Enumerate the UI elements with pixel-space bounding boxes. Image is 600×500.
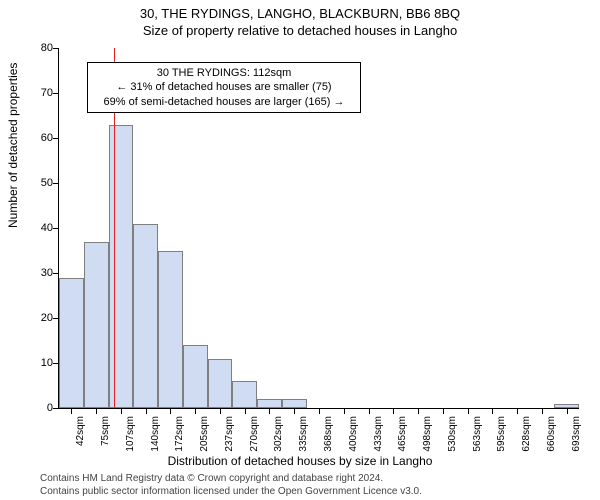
x-tick-label: 205sqm xyxy=(199,416,210,452)
x-tick xyxy=(245,408,246,414)
y-tick xyxy=(53,228,59,229)
chart-subtitle: Size of property relative to detached ho… xyxy=(0,21,600,38)
footer-line1: Contains HM Land Registry data © Crown c… xyxy=(40,473,600,486)
x-tick xyxy=(146,408,147,414)
x-tick-label: 433sqm xyxy=(373,416,384,452)
y-tick-label: 10 xyxy=(41,357,53,369)
x-tick-label: 107sqm xyxy=(125,416,136,452)
y-tick-label: 80 xyxy=(41,42,53,54)
x-tick-label: 693sqm xyxy=(571,416,582,452)
y-tick-label: 50 xyxy=(41,177,53,189)
x-tick xyxy=(269,408,270,414)
histogram-bar xyxy=(257,399,282,408)
y-tick xyxy=(53,93,59,94)
x-tick xyxy=(492,408,493,414)
histogram-bar xyxy=(133,224,158,409)
x-tick-label: 75sqm xyxy=(100,416,111,446)
x-tick-label: 400sqm xyxy=(348,416,359,452)
x-tick xyxy=(319,408,320,414)
histogram-bar xyxy=(232,381,257,408)
chart-title-address: 30, THE RYDINGS, LANGHO, BLACKBURN, BB6 … xyxy=(0,0,600,21)
x-tick-label: 172sqm xyxy=(174,416,185,452)
x-tick xyxy=(195,408,196,414)
x-tick-label: 270sqm xyxy=(249,416,260,452)
x-tick xyxy=(344,408,345,414)
y-tick-label: 40 xyxy=(41,222,53,234)
plot-region: 0102030405060708042sqm75sqm107sqm140sqm1… xyxy=(58,48,579,409)
y-tick-label: 60 xyxy=(41,132,53,144)
x-tick-label: 628sqm xyxy=(521,416,532,452)
x-tick xyxy=(369,408,370,414)
footer-line2: Contains public sector information licen… xyxy=(40,486,600,499)
chart-container: 30, THE RYDINGS, LANGHO, BLACKBURN, BB6 … xyxy=(0,0,600,500)
x-tick-label: 335sqm xyxy=(298,416,309,452)
x-tick-label: 140sqm xyxy=(150,416,161,452)
x-axis-label: Distribution of detached houses by size … xyxy=(0,454,600,468)
x-tick xyxy=(418,408,419,414)
y-tick-label: 0 xyxy=(47,402,53,414)
histogram-bar xyxy=(282,399,307,408)
x-tick xyxy=(294,408,295,414)
x-tick-label: 563sqm xyxy=(472,416,483,452)
x-tick xyxy=(468,408,469,414)
x-tick-label: 530sqm xyxy=(447,416,458,452)
info-box-line: 69% of semi-detached houses are larger (… xyxy=(94,95,354,109)
x-tick xyxy=(443,408,444,414)
x-tick xyxy=(121,408,122,414)
x-tick xyxy=(96,408,97,414)
histogram-bar xyxy=(208,359,233,409)
x-tick xyxy=(393,408,394,414)
histogram-bar xyxy=(84,242,109,409)
chart-footer: Contains HM Land Registry data © Crown c… xyxy=(40,473,600,498)
y-tick xyxy=(53,183,59,184)
x-tick xyxy=(170,408,171,414)
y-tick xyxy=(53,408,59,409)
x-tick-label: 660sqm xyxy=(546,416,557,452)
y-tick-label: 70 xyxy=(41,87,53,99)
histogram-bar xyxy=(59,278,84,409)
x-tick-label: 237sqm xyxy=(224,416,235,452)
info-box: 30 THE RYDINGS: 112sqm← 31% of detached … xyxy=(87,62,361,113)
x-tick-label: 302sqm xyxy=(273,416,284,452)
info-box-line: 30 THE RYDINGS: 112sqm xyxy=(94,66,354,80)
x-tick xyxy=(220,408,221,414)
x-tick xyxy=(517,408,518,414)
y-tick xyxy=(53,138,59,139)
y-tick xyxy=(53,48,59,49)
y-tick-label: 20 xyxy=(41,312,53,324)
x-tick xyxy=(542,408,543,414)
histogram-bar xyxy=(109,125,134,409)
x-tick-label: 465sqm xyxy=(397,416,408,452)
histogram-bar xyxy=(158,251,183,409)
y-axis-label: Number of detached properties xyxy=(6,63,20,228)
x-tick-label: 42sqm xyxy=(75,416,86,446)
x-tick-label: 595sqm xyxy=(496,416,507,452)
y-tick-label: 30 xyxy=(41,267,53,279)
x-tick-label: 498sqm xyxy=(422,416,433,452)
x-tick-label: 368sqm xyxy=(323,416,334,452)
x-tick xyxy=(567,408,568,414)
histogram-bar xyxy=(183,345,208,408)
y-tick xyxy=(53,273,59,274)
info-box-line: ← 31% of detached houses are smaller (75… xyxy=(94,80,354,94)
chart-area: 0102030405060708042sqm75sqm107sqm140sqm1… xyxy=(58,48,578,408)
x-tick xyxy=(71,408,72,414)
